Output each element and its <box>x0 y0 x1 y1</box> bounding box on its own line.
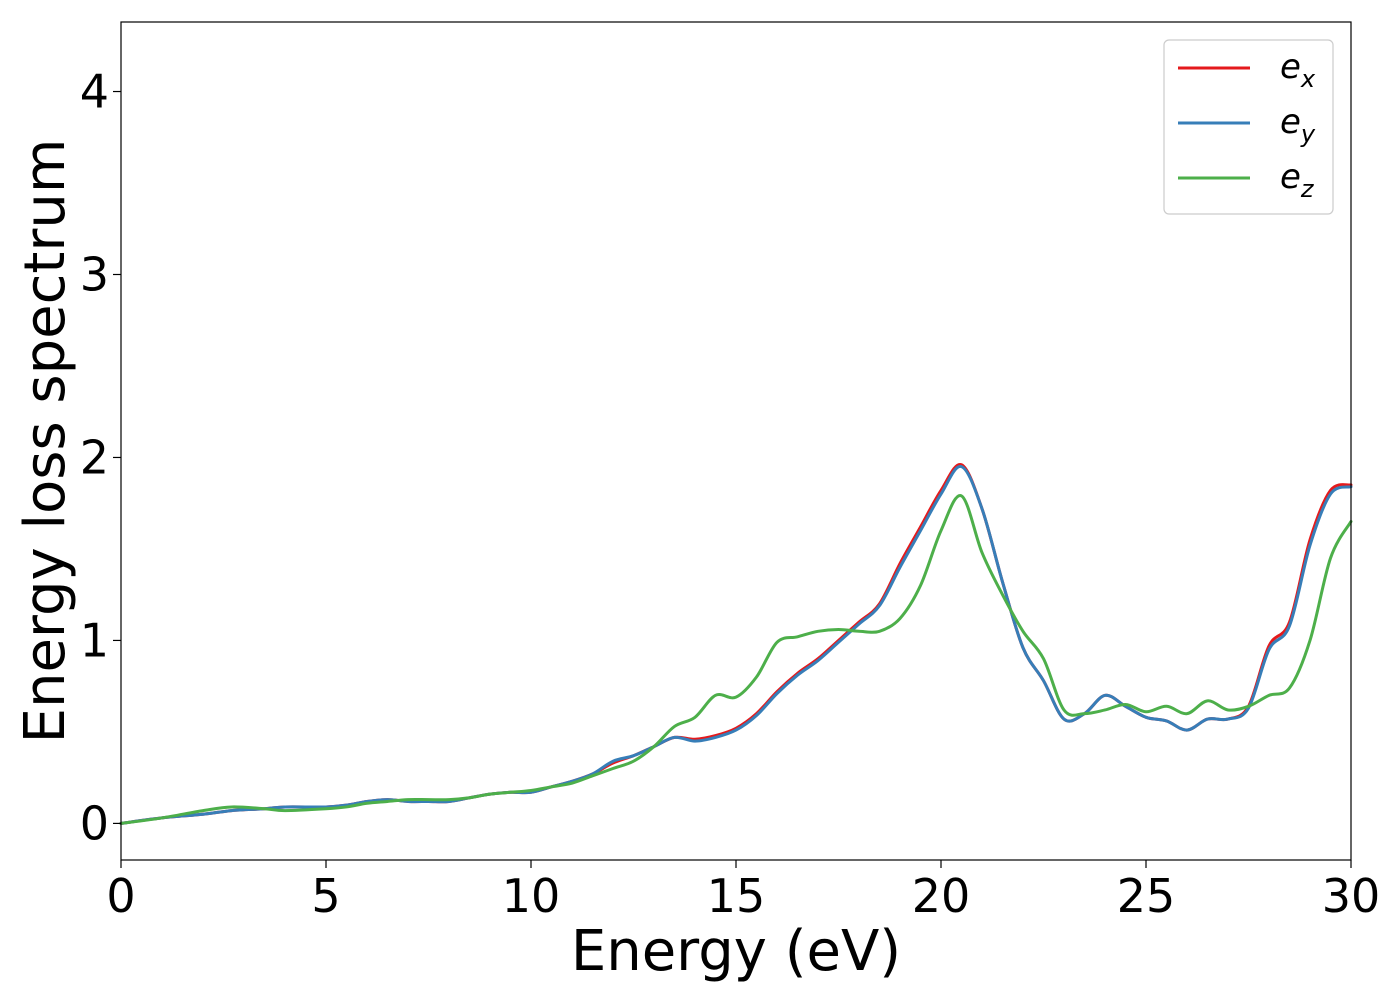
legend-label-subscript: z <box>1300 175 1315 203</box>
y-tick-label: 0 <box>80 796 109 850</box>
series-layer <box>119 463 1353 825</box>
x-tick-label: 30 <box>1322 869 1381 923</box>
series-line-ez <box>119 494 1353 825</box>
x-axis: 0 5 10 15 20 25 30 <box>106 860 1380 923</box>
x-axis-title: Energy (eV) <box>571 919 901 984</box>
y-tick-label: 3 <box>80 247 109 301</box>
y-axis: 0 1 2 3 4 <box>80 65 121 850</box>
y-tick-label: 1 <box>80 613 109 667</box>
x-tick-label: 10 <box>502 869 561 923</box>
y-tick-label: 2 <box>80 430 109 484</box>
legend-label-subscript: y <box>1300 120 1316 148</box>
x-tick-label: 5 <box>311 869 340 923</box>
x-tick-label: 20 <box>912 869 971 923</box>
x-tick-label: 0 <box>106 869 135 923</box>
y-tick-label: 4 <box>80 65 109 119</box>
x-tick-label: 25 <box>1117 869 1176 923</box>
x-tick-label: 15 <box>707 869 766 923</box>
series-line-ey <box>119 465 1353 825</box>
y-axis-title: Energy loss spectrum <box>13 139 78 744</box>
series-line-ex <box>119 463 1353 825</box>
legend-box <box>1163 39 1334 215</box>
legend-label-subscript: x <box>1300 65 1316 93</box>
